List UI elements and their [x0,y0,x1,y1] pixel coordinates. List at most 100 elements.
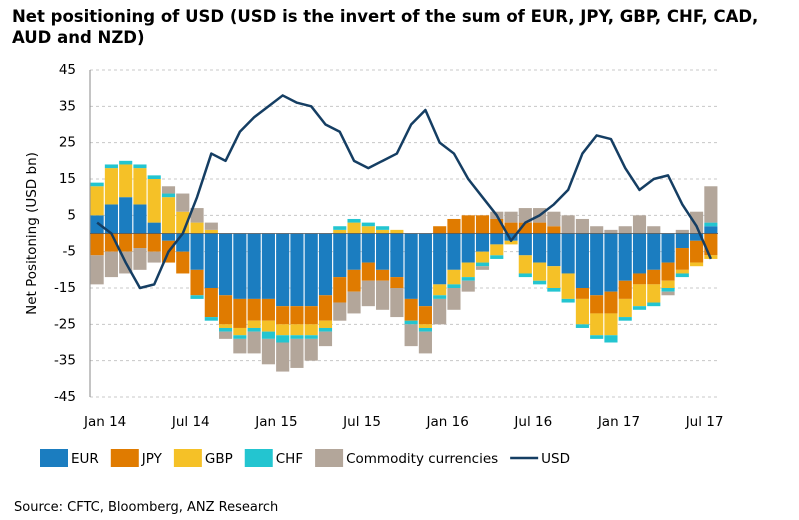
bar-segment [261,331,275,339]
bar-segment [347,233,361,270]
bar-segment [661,262,675,281]
bar-segment [618,298,632,318]
legend-label: Commodity currencies [346,451,498,467]
bar-segment [461,277,475,281]
bar-segment [447,269,461,285]
bar-segment [561,298,575,303]
bar-segment [304,233,318,307]
bar-segment [190,233,204,270]
bar-segment [404,298,418,321]
bar-segment [176,251,190,274]
bar-segment [361,226,375,234]
bar-segment [590,295,604,314]
bar-segment [276,342,290,372]
bar-segment [632,233,647,274]
bar-segment [475,215,490,234]
bar-segment [119,164,133,198]
bar-segment [261,233,275,299]
bar-segment [561,215,575,234]
bar-segment [161,193,176,198]
bar-segment [290,335,304,339]
bar-segment [133,168,147,205]
bar-segment [318,331,333,347]
bar-segment [632,273,647,285]
bar-segment [518,255,532,274]
bar-segment [90,182,104,187]
bar-segment [604,313,618,336]
bar-segment [632,215,647,234]
bar-segment [590,313,604,336]
usd-line [96,94,713,290]
bar-segment [390,277,404,288]
bar-segment [447,288,461,310]
bar-segment [404,233,418,299]
bar-segment [533,262,547,281]
bar-segment [661,291,675,296]
bar-segment [290,306,304,325]
bar-segment [247,327,261,332]
y-tick-label: 15 [59,171,76,187]
bar-segment [518,208,532,223]
bar-segment [133,204,147,234]
bar-segment [247,331,261,354]
y-tick-label: -15 [54,280,76,296]
bar-segment [632,284,647,307]
bar-segment [347,291,361,314]
bar-segment [161,233,176,241]
bar-segment [347,222,361,234]
bar-segment [433,298,447,325]
bar-segment [690,233,704,241]
bar-segment [433,233,447,285]
bar-segment [647,269,661,285]
bar-segment [618,233,632,281]
bar-segment [475,262,490,267]
bar-segment [490,255,504,259]
bar-segment [361,233,375,263]
bar-segment [461,233,475,263]
bar-segment [433,295,447,299]
bar-segment [133,248,147,270]
bar-segment [575,233,589,288]
bar-segment [575,218,589,234]
bar-segment [518,273,532,278]
bar-segment [361,222,375,227]
bar-segment [304,335,318,339]
y-tick-label: 45 [59,62,76,78]
bar-segment [590,226,604,234]
bar-segment [219,295,233,325]
bar-segment [161,197,176,234]
bar-segment [504,240,518,245]
bar-segment [504,211,518,223]
bar-segment [704,186,718,223]
bar-segment [533,222,547,234]
bar-segment [204,317,218,321]
y-tick-label: 25 [59,135,76,151]
bar-segment [276,233,290,307]
bar-segment [675,269,689,274]
bar-segment [547,226,561,234]
bar-segment [190,269,204,296]
legend-swatch [244,449,273,467]
bar-segment [361,280,375,307]
bar-segment [490,244,504,256]
bar-segment [333,233,347,278]
bar-segment [233,298,247,328]
bar-segment [404,324,418,347]
bar-segment [475,266,490,270]
bar-segment [147,251,161,263]
bar-segment [276,324,290,336]
bar-segment [333,302,347,321]
bar-segment [90,255,104,285]
bar-segment [376,226,390,230]
bar-segment [147,175,161,179]
bar-segment [675,229,689,234]
bar-segment [261,298,275,321]
x-tick-label: Jul 15 [342,414,381,430]
bar-segment [690,240,704,263]
bar-segment [618,226,632,234]
bar-segment [461,262,475,278]
bar-segment [290,338,304,368]
bar-segment [575,298,589,325]
bar-segment [333,229,347,234]
x-tick-label: Jul 17 [685,414,724,430]
